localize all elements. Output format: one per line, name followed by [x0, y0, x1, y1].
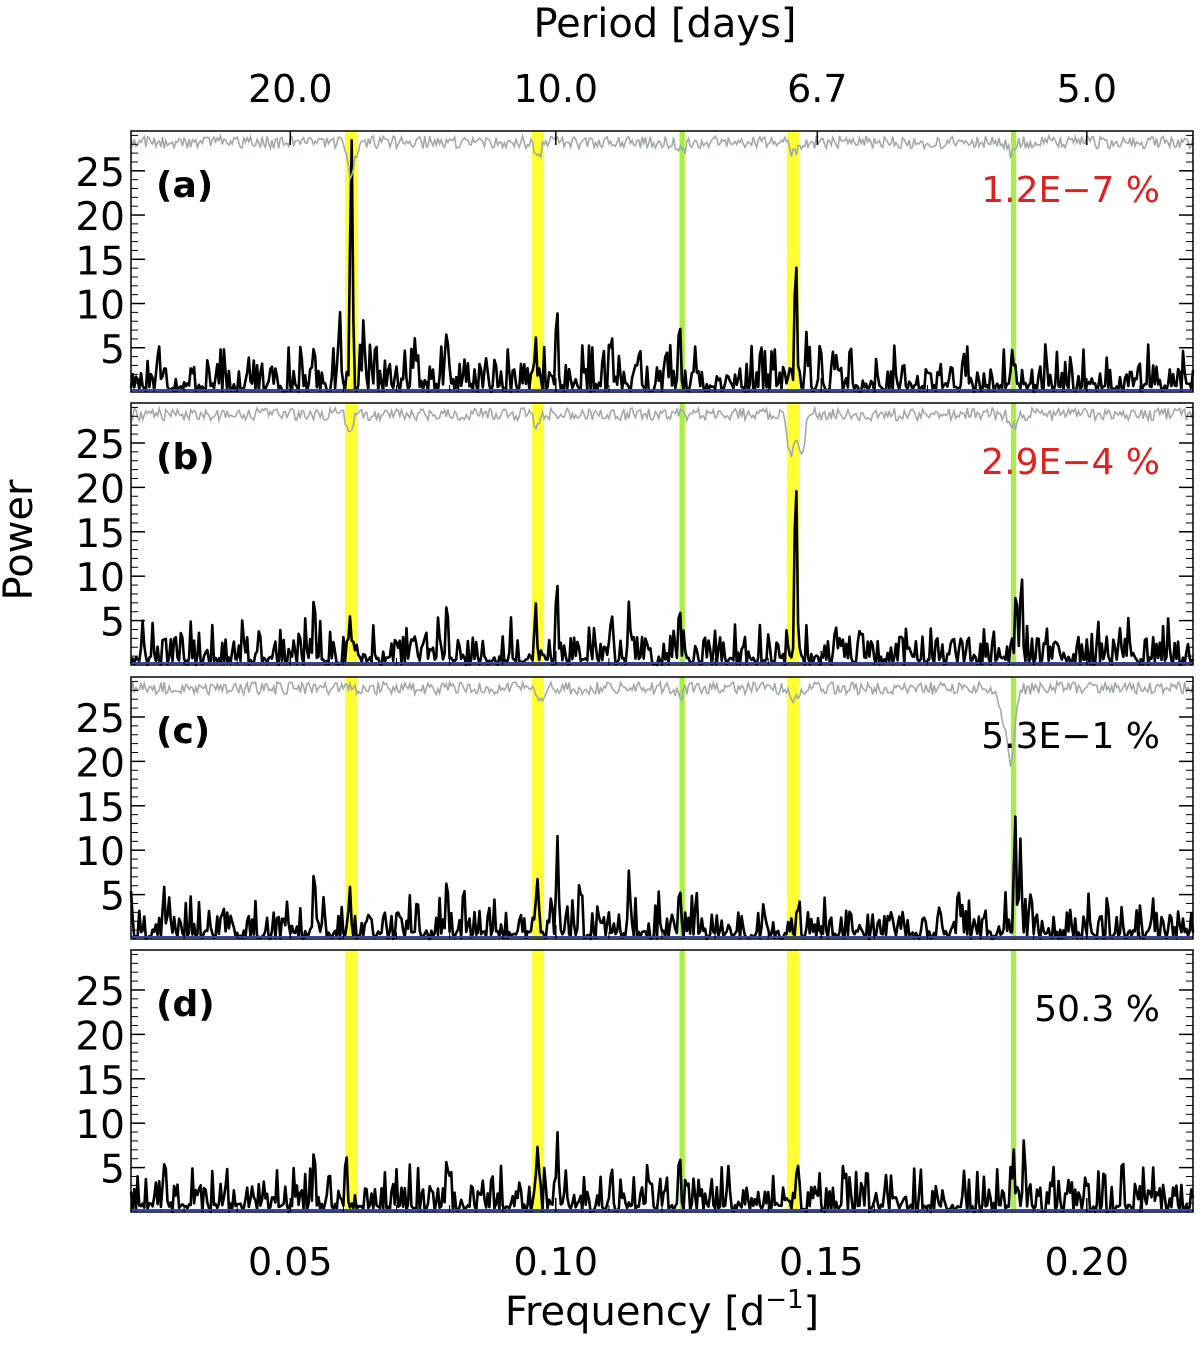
highlight-band-4	[786, 677, 799, 939]
false-alarm-probability: 1.2E−7 %	[981, 170, 1160, 211]
highlight-band-3	[679, 950, 685, 1212]
panel-label: (a)	[156, 165, 213, 206]
x-tick-label: 0.20	[1044, 1240, 1129, 1284]
y-tick-label: 20	[75, 195, 125, 240]
highlight-band-5	[1010, 403, 1017, 665]
y-axis-title: Power	[0, 479, 42, 600]
false-alarm-probability: 50.3 %	[1034, 989, 1160, 1030]
x-tick-label: 0.05	[248, 1240, 333, 1284]
x-tick-label: 0.10	[513, 1240, 598, 1284]
x-axis-title-close: ]	[804, 1289, 820, 1335]
highlight-band-5	[1010, 131, 1017, 392]
highlight-band-4	[786, 403, 799, 665]
window-function-3	[130, 679, 1194, 767]
highlight-band-5	[1010, 677, 1017, 939]
highlight-band-2	[531, 677, 545, 939]
highlight-band-1	[344, 403, 358, 665]
x-axis-title-main: Frequency [d	[505, 1289, 765, 1335]
highlight-band-3	[679, 131, 685, 392]
top-axis-title: Period [days]	[533, 1, 796, 47]
period-tick-label: 5.0	[1057, 67, 1117, 111]
y-tick-label: 15	[75, 512, 125, 557]
axes-layer	[130, 130, 1194, 1213]
highlight-band-2	[531, 403, 545, 665]
highlight-band-1	[344, 677, 358, 939]
y-tick-label: 15	[75, 239, 125, 284]
y-tick-label: 15	[75, 786, 125, 831]
highlight-band-2	[531, 950, 545, 1212]
highlight-band-1	[344, 950, 358, 1212]
window-function-1	[130, 133, 1194, 183]
highlight-band-3	[679, 403, 685, 665]
y-tick-label: 10	[75, 830, 125, 875]
periodogram-line-2	[129, 490, 1195, 667]
x-tick-label: 0.15	[779, 1240, 864, 1284]
panel-label: (c)	[156, 711, 210, 752]
false-alarm-probability: 5.3E−1 %	[981, 716, 1160, 757]
false-alarm-probability: 2.9E−4 %	[981, 442, 1160, 483]
panel-label: (d)	[156, 984, 215, 1025]
window-function-2	[130, 404, 1194, 458]
y-tick-label: 15	[75, 1059, 125, 1104]
y-tick-label: 25	[75, 151, 125, 196]
y-tick-label: 10	[75, 1103, 125, 1148]
y-tick-label: 10	[75, 284, 125, 329]
y-tick-label: 5	[100, 328, 125, 373]
period-tick-label: 6.7	[787, 67, 847, 111]
y-tick-label: 25	[75, 697, 125, 742]
y-tick-label: 5	[100, 1148, 125, 1193]
y-tick-label: 10	[75, 556, 125, 601]
y-tick-label: 5	[100, 875, 125, 920]
period-tick-label: 20.0	[248, 67, 333, 111]
x-axis-title: Frequency [d−1]	[505, 1285, 819, 1335]
y-tick-label: 25	[75, 970, 125, 1015]
band-layer	[344, 131, 1017, 1212]
y-tick-label: 5	[100, 601, 125, 646]
highlight-band-2	[531, 131, 545, 392]
x-axis-title-exponent: −1	[765, 1285, 803, 1315]
highlight-band-4	[786, 131, 799, 392]
period-tick-label: 10.0	[513, 67, 598, 111]
y-tick-label: 20	[75, 1014, 125, 1059]
highlight-band-4	[786, 950, 799, 1212]
y-tick-label: 25	[75, 423, 125, 468]
highlight-band-5	[1010, 950, 1017, 1212]
y-tick-label: 20	[75, 467, 125, 512]
highlight-band-3	[679, 677, 685, 939]
panel-label: (b)	[156, 437, 215, 478]
y-tick-label: 20	[75, 741, 125, 786]
periodogram-line-3	[129, 815, 1195, 941]
panel-layer	[129, 133, 1195, 1214]
